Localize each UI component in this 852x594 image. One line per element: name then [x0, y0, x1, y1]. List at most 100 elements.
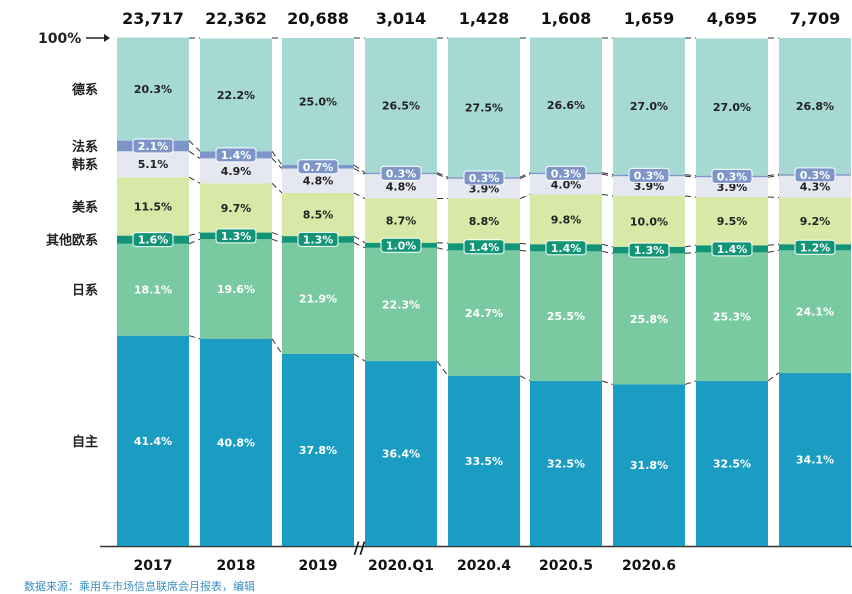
segment-label: 1.4% — [469, 241, 500, 254]
bar-segment — [613, 37, 685, 175]
segment-label: 1.4% — [551, 242, 582, 255]
segment-label-pill — [545, 240, 587, 256]
segment-label-pill — [215, 147, 257, 163]
connector-line — [353, 242, 366, 249]
total-label: 20,688 — [287, 9, 349, 28]
connector-line — [436, 360, 449, 377]
segment-label: 26.6% — [547, 99, 585, 112]
segment-label-pill — [711, 241, 753, 257]
bar-segment — [530, 380, 602, 546]
total-label: 1,608 — [541, 9, 592, 28]
category-label: 2020.5 — [539, 558, 593, 574]
total-label: 23,717 — [122, 9, 184, 28]
bar-segment — [117, 151, 189, 178]
segment-label: 1.4% — [221, 149, 252, 162]
segment-label: 41.4% — [134, 435, 172, 448]
bar-segment — [200, 338, 272, 546]
connector-line — [519, 173, 531, 180]
bar-segment — [282, 353, 354, 546]
connector-line — [436, 172, 449, 178]
segment-label: 4.8% — [386, 180, 417, 193]
bar-segment — [117, 37, 189, 141]
connector-line — [436, 247, 449, 251]
segment-label: 11.5% — [134, 200, 172, 213]
connector-line — [188, 238, 201, 245]
segment-label-pill — [711, 168, 753, 184]
connector-line — [519, 172, 531, 178]
segment-label: 9.8% — [551, 213, 582, 226]
segment-label: 36.4% — [382, 448, 420, 461]
segment-label: 0.3% — [469, 172, 500, 185]
bar-segment — [282, 192, 354, 237]
segment-label: 0.3% — [800, 169, 831, 182]
segment-label: 26.8% — [796, 100, 834, 113]
connector-line — [601, 380, 614, 385]
segment-label: 3.9% — [469, 183, 500, 196]
bar-segment — [282, 38, 354, 165]
bar-segment — [448, 37, 520, 178]
segment-label: 9.2% — [800, 215, 831, 228]
connector-line — [767, 372, 780, 382]
segment-label-pill — [380, 237, 422, 253]
segment-label: 27.5% — [465, 101, 503, 114]
connector-line — [188, 140, 201, 152]
bar-segment — [365, 361, 437, 546]
segment-label-pill — [297, 159, 339, 175]
segment-label: 25.8% — [630, 313, 668, 326]
bar-segment — [613, 384, 685, 546]
total-label: 22,362 — [205, 9, 267, 28]
category-label: 2017 — [134, 558, 173, 574]
axis-100-label: 100% — [38, 31, 81, 47]
segment-label: 34.1% — [796, 453, 834, 466]
bar-segment — [200, 183, 272, 233]
segment-label-pill — [380, 165, 422, 181]
segment-label: 4.9% — [221, 165, 252, 178]
segment-label: 0.3% — [386, 167, 417, 180]
legend-label: 德系 — [72, 82, 98, 98]
segment-label-pill — [132, 138, 174, 154]
segment-label-pill — [545, 165, 587, 181]
segment-label: 3.9% — [717, 181, 748, 194]
segment-label: 0.3% — [551, 167, 582, 180]
connector-line — [519, 194, 531, 199]
segment-label: 40.8% — [217, 436, 255, 449]
bar-segment — [613, 253, 685, 385]
connector-line — [684, 251, 697, 254]
connector-line — [436, 173, 449, 180]
segment-label: 18.1% — [134, 284, 172, 297]
segment-label: 10.0% — [630, 215, 668, 228]
total-label: 3,014 — [376, 9, 427, 28]
segment-label: 25.5% — [547, 310, 585, 323]
connector-line — [353, 168, 366, 175]
legend-label: 美系 — [72, 199, 98, 215]
bar-segment — [200, 158, 272, 184]
bar-segment — [530, 251, 602, 381]
segment-label: 4.0% — [551, 178, 582, 191]
segment-label: 0.3% — [717, 170, 748, 183]
segment-label-pill — [463, 239, 505, 255]
connector-line — [271, 238, 283, 244]
segment-label: 20.3% — [134, 83, 172, 96]
segment-label: 33.5% — [465, 455, 503, 468]
legend-label: 日系 — [72, 283, 98, 299]
bar-segment — [779, 197, 851, 245]
connector-line — [519, 249, 531, 252]
segment-label-pill — [132, 232, 174, 248]
connector-line — [188, 232, 201, 237]
segment-label: 22.2% — [217, 89, 255, 102]
connector-line — [601, 172, 614, 176]
legend-label: 其他欧系 — [46, 233, 98, 249]
segment-label: 37.8% — [299, 444, 337, 457]
connector-line — [271, 338, 283, 355]
total-label: 7,709 — [790, 9, 841, 28]
segment-label: 1.3% — [634, 244, 665, 257]
bar-segment — [613, 195, 685, 247]
bar-segment — [530, 37, 602, 173]
axis-100-arrowhead — [104, 34, 110, 42]
connector-line — [353, 353, 366, 362]
connector-line — [519, 375, 531, 382]
connector-line — [271, 158, 283, 169]
connector-line — [767, 175, 780, 178]
segment-label: 5.1% — [138, 158, 169, 171]
